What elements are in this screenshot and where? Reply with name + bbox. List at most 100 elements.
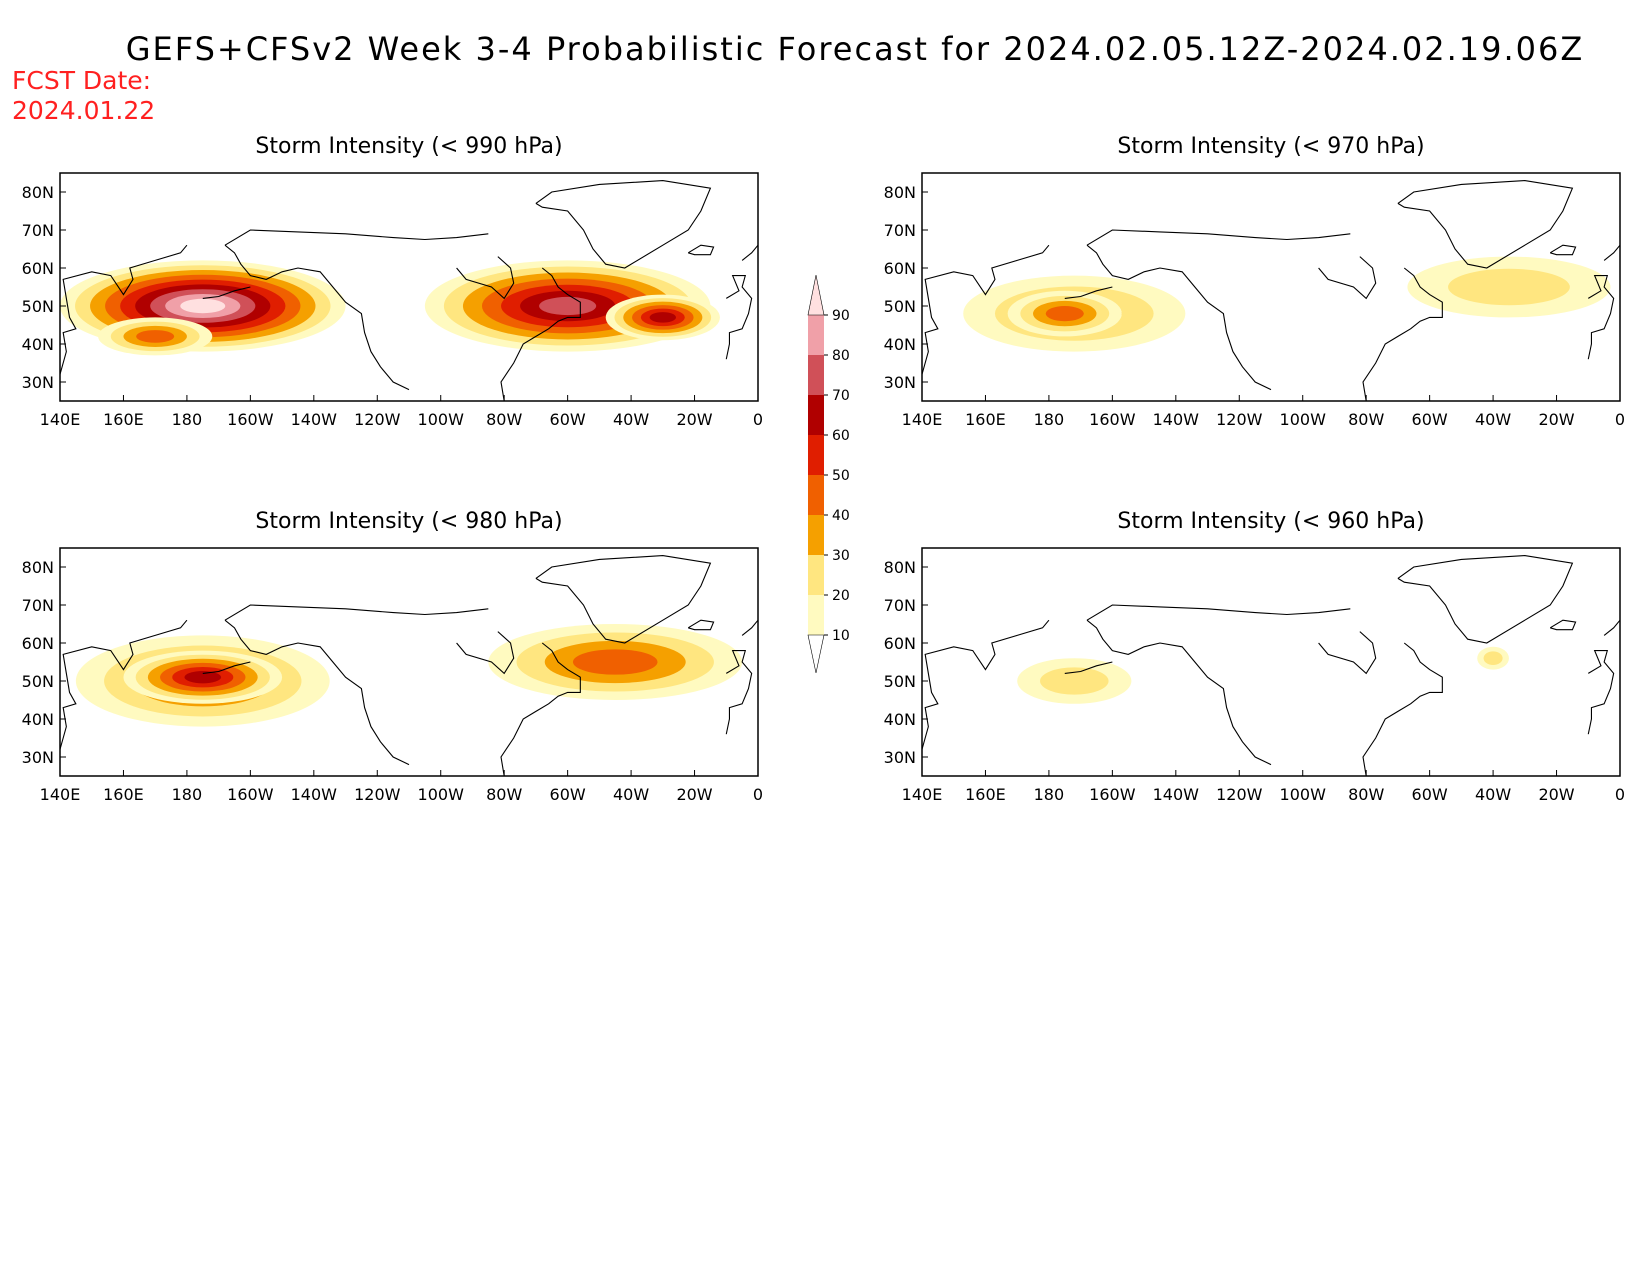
lon-tick-label: 160W bbox=[227, 785, 274, 804]
lon-tick-label: 100W bbox=[418, 785, 465, 804]
colorbar-segment bbox=[808, 475, 824, 515]
coastline bbox=[1397, 555, 1574, 644]
lat-tick-label: 40N bbox=[22, 710, 54, 729]
lon-tick-label: 160E bbox=[965, 785, 1006, 804]
coastline bbox=[535, 180, 712, 269]
map-frame bbox=[921, 172, 1621, 402]
lon-tick-label: 120W bbox=[1216, 785, 1263, 804]
coastline bbox=[1086, 244, 1272, 391]
lat-tick-label: 60N bbox=[884, 634, 916, 653]
colorbar-label: 20 bbox=[832, 588, 850, 604]
coastline bbox=[60, 244, 188, 375]
lon-tick-label: 60W bbox=[550, 410, 586, 429]
panel-title: Storm Intensity (< 990 hPa) bbox=[255, 134, 562, 159]
colorbar-segment bbox=[808, 435, 824, 475]
lon-tick-label: 40W bbox=[1475, 785, 1511, 804]
map-frame bbox=[59, 172, 759, 402]
lon-tick-label: 120W bbox=[354, 785, 401, 804]
colorbar-label: 10 bbox=[832, 628, 850, 644]
map-panel: Storm Intensity (< 980 hPa) 140E 160E 180 16… bbox=[22, 509, 763, 804]
coastline bbox=[1086, 604, 1351, 621]
lon-tick-label: 140E bbox=[902, 785, 943, 804]
map-panel: Storm Intensity (< 960 hPa) 140E 160E 180 16… bbox=[884, 509, 1625, 804]
colorbar-segment bbox=[808, 355, 824, 395]
lon-tick-label: 160W bbox=[227, 410, 274, 429]
coastline bbox=[1318, 631, 1377, 675]
colorbar-segment bbox=[808, 315, 824, 355]
colorbar: 10 20 30 40 50 60 70 80 90 bbox=[807, 274, 850, 674]
panel-title: Storm Intensity (< 960 hPa) bbox=[1117, 509, 1424, 534]
coastline bbox=[687, 619, 715, 631]
coastline bbox=[1603, 619, 1620, 636]
colorbar-label: 80 bbox=[832, 348, 850, 364]
coastline bbox=[1086, 619, 1272, 766]
lat-tick-label: 70N bbox=[22, 596, 54, 615]
coastline bbox=[1549, 619, 1577, 631]
coastline bbox=[1549, 244, 1577, 256]
probability-area bbox=[572, 649, 658, 675]
lon-tick-label: 80W bbox=[1348, 785, 1384, 804]
lon-tick-label: 100W bbox=[1280, 785, 1327, 804]
lat-tick-label: 30N bbox=[884, 373, 916, 392]
coastline bbox=[1086, 229, 1351, 246]
lon-tick-label: 180 bbox=[172, 410, 203, 429]
lat-tick-label: 40N bbox=[884, 335, 916, 354]
lon-tick-label: 0 bbox=[753, 410, 763, 429]
lat-tick-label: 50N bbox=[22, 672, 54, 691]
map-panel: Storm Intensity (< 990 hPa) 140E 160E 180 16… bbox=[22, 134, 763, 429]
lat-tick-label: 80N bbox=[884, 183, 916, 202]
lat-tick-label: 70N bbox=[884, 221, 916, 240]
lon-tick-label: 80W bbox=[1348, 410, 1384, 429]
lat-tick-label: 60N bbox=[884, 259, 916, 278]
probability-area bbox=[136, 330, 175, 343]
probability-area bbox=[1045, 306, 1084, 322]
lat-tick-label: 50N bbox=[22, 297, 54, 316]
coastline bbox=[725, 650, 753, 735]
lon-tick-label: 160W bbox=[1089, 410, 1136, 429]
forecast-date: FCST Date: 2024.01.22 bbox=[12, 66, 155, 126]
coastline bbox=[687, 244, 715, 256]
lat-tick-label: 50N bbox=[884, 297, 916, 316]
lon-tick-label: 140E bbox=[40, 785, 81, 804]
probability-area bbox=[539, 296, 597, 316]
forecast-date-label: FCST Date: bbox=[12, 66, 152, 95]
lon-tick-label: 180 bbox=[1034, 785, 1065, 804]
lat-tick-label: 30N bbox=[22, 748, 54, 767]
lon-tick-label: 140E bbox=[40, 410, 81, 429]
lon-tick-label: 60W bbox=[550, 785, 586, 804]
lon-tick-label: 140E bbox=[902, 410, 943, 429]
coastline bbox=[1397, 180, 1574, 269]
coastline bbox=[500, 642, 581, 776]
lon-tick-label: 180 bbox=[172, 785, 203, 804]
lon-tick-label: 20W bbox=[676, 785, 712, 804]
lon-tick-label: 160E bbox=[103, 785, 144, 804]
coastline bbox=[922, 619, 1050, 750]
lon-tick-label: 20W bbox=[1538, 410, 1574, 429]
lon-tick-label: 160E bbox=[103, 410, 144, 429]
panel-title: Storm Intensity (< 970 hPa) bbox=[1117, 134, 1424, 159]
lat-tick-label: 30N bbox=[884, 748, 916, 767]
colorbar-label: 50 bbox=[832, 468, 850, 484]
lat-tick-label: 40N bbox=[22, 335, 54, 354]
lat-tick-label: 70N bbox=[22, 221, 54, 240]
coastline bbox=[1064, 286, 1113, 299]
coastline bbox=[1318, 256, 1377, 300]
coastline bbox=[1362, 267, 1443, 401]
colorbar-label: 90 bbox=[832, 308, 850, 324]
coastline bbox=[202, 286, 251, 299]
coastline bbox=[725, 275, 753, 360]
colorbar-segment bbox=[808, 515, 824, 555]
panel-title: Storm Intensity (< 980 hPa) bbox=[255, 509, 562, 534]
lon-tick-label: 40W bbox=[613, 410, 649, 429]
colorbar-label: 30 bbox=[832, 548, 850, 564]
lon-tick-label: 140W bbox=[1153, 410, 1200, 429]
lat-tick-label: 60N bbox=[22, 634, 54, 653]
lon-tick-label: 160W bbox=[1089, 785, 1136, 804]
lon-tick-label: 0 bbox=[1615, 785, 1625, 804]
lat-tick-label: 70N bbox=[884, 596, 916, 615]
lat-tick-label: 60N bbox=[22, 259, 54, 278]
coastline bbox=[224, 244, 410, 391]
lon-tick-label: 20W bbox=[676, 410, 712, 429]
colorbar-segment bbox=[808, 395, 824, 435]
colorbar-segment bbox=[808, 595, 824, 635]
